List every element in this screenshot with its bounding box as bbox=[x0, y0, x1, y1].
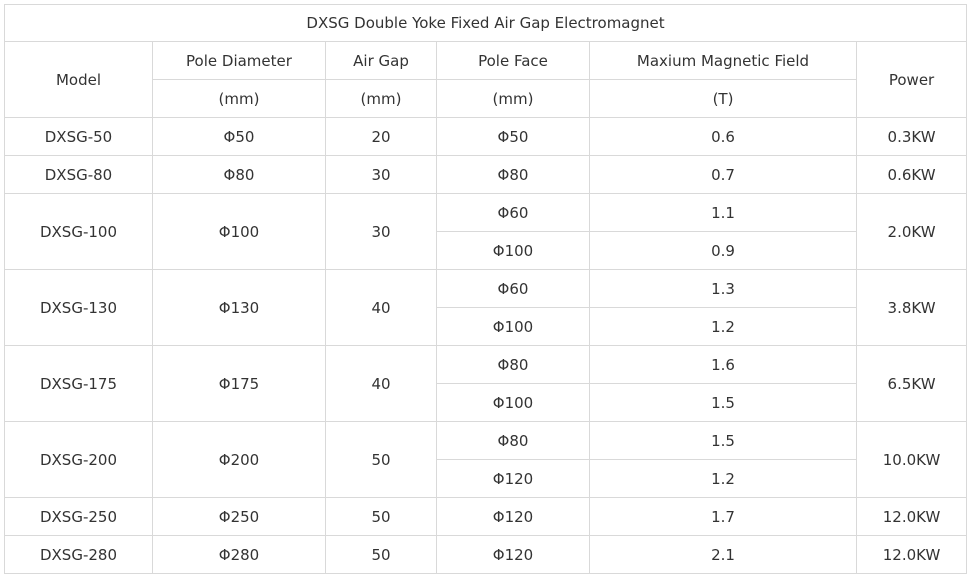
model-cell: DXSG-280 bbox=[4, 535, 153, 574]
pole-diameter-cell: Φ50 bbox=[152, 117, 326, 156]
max-field-cell: 1.5 bbox=[589, 383, 857, 422]
max-field-cell: 0.6 bbox=[589, 117, 857, 156]
model-cell: DXSG-80 bbox=[4, 155, 153, 194]
max-field-cell: 1.1 bbox=[589, 193, 857, 232]
table-row: DXSG-200 Φ200 50 Φ80 1.5 10.0KW bbox=[4, 421, 968, 498]
title-row: DXSG Double Yoke Fixed Air Gap Electroma… bbox=[3, 4, 968, 42]
pole-face-cell: Φ100 bbox=[436, 307, 590, 346]
table-row: DXSG-130 Φ130 40 Φ60 1.3 3.8KW bbox=[4, 269, 968, 346]
model-cell: DXSG-130 bbox=[4, 269, 153, 346]
power-cell: 0.6KW bbox=[855, 155, 968, 194]
max-field-cell: 1.7 bbox=[589, 497, 857, 536]
air-gap-cell: 30 bbox=[325, 193, 437, 270]
air-gap-cell: 50 bbox=[325, 497, 437, 536]
pole-face-cell: Φ120 bbox=[436, 497, 590, 536]
pole-face-cell: Φ120 bbox=[436, 459, 590, 498]
max-field-cell: 2.1 bbox=[589, 535, 857, 574]
power-cell: 12.0KW bbox=[855, 497, 968, 536]
pole-face-cell: Φ100 bbox=[436, 383, 590, 422]
power-cell: 12.0KW bbox=[855, 535, 968, 574]
pole-diameter-cell: Φ280 bbox=[152, 535, 326, 574]
pole-face-cell: Φ100 bbox=[436, 231, 590, 270]
table-row: DXSG-80 Φ80 30 Φ80 0.7 0.6KW bbox=[4, 155, 968, 194]
pole-diameter-cell: Φ200 bbox=[152, 421, 326, 498]
table-row: Φ120 1.2 bbox=[5, 459, 967, 498]
pole-face-cell: Φ80 bbox=[436, 155, 590, 194]
pole-face-cell: Φ60 bbox=[436, 269, 590, 308]
max-field-cell: 1.3 bbox=[589, 269, 857, 308]
header-air-gap: Air Gap bbox=[325, 41, 437, 80]
max-field-cell: 1.2 bbox=[589, 307, 857, 346]
unit-pole-diameter: (mm) bbox=[152, 79, 326, 118]
unit-pole-face: (mm) bbox=[436, 79, 590, 118]
model-cell: DXSG-175 bbox=[4, 345, 153, 422]
table-row: Φ100 1.2 bbox=[5, 307, 967, 346]
header-row: Model Pole Diameter Air Gap Pole Face Ma… bbox=[4, 41, 968, 118]
table-row: Φ100 1.5 bbox=[5, 383, 967, 422]
pole-diameter-cell: Φ100 bbox=[152, 193, 326, 270]
pole-diameter-cell: Φ80 bbox=[152, 155, 326, 194]
table-row: DXSG-100 Φ100 30 Φ60 1.1 2.0KW bbox=[4, 193, 968, 270]
pole-face-cell: Φ60 bbox=[436, 193, 590, 232]
power-cell: 6.5KW bbox=[855, 345, 968, 422]
header-power: Power bbox=[855, 41, 968, 118]
header-pole-diameter: Pole Diameter bbox=[152, 41, 326, 80]
air-gap-cell: 40 bbox=[325, 345, 437, 422]
table-row: DXSG-280 Φ280 50 Φ120 2.1 12.0KW bbox=[4, 535, 968, 574]
pole-face-cell: Φ80 bbox=[436, 421, 590, 460]
max-field-cell: 1.6 bbox=[589, 345, 857, 384]
model-cell: DXSG-200 bbox=[4, 421, 153, 498]
max-field-cell: 1.2 bbox=[589, 459, 857, 498]
header-model: Model bbox=[4, 41, 153, 118]
header-pole-face: Pole Face bbox=[436, 41, 590, 80]
units-row: (mm) (mm) (mm) (T) bbox=[5, 79, 967, 118]
model-cell: DXSG-50 bbox=[4, 117, 153, 156]
air-gap-cell: 30 bbox=[325, 155, 437, 194]
pole-diameter-cell: Φ250 bbox=[152, 497, 326, 536]
pole-face-cell: Φ50 bbox=[436, 117, 590, 156]
table-row: DXSG-250 Φ250 50 Φ120 1.7 12.0KW bbox=[4, 497, 968, 536]
spec-table: DXSG Double Yoke Fixed Air Gap Electroma… bbox=[3, 4, 968, 574]
table-row: Φ100 0.9 bbox=[5, 231, 967, 270]
pole-face-cell: Φ120 bbox=[436, 535, 590, 574]
max-field-cell: 0.7 bbox=[589, 155, 857, 194]
header-max-field: Maxium Magnetic Field bbox=[589, 41, 857, 80]
air-gap-cell: 50 bbox=[325, 421, 437, 498]
table-row: DXSG-175 Φ175 40 Φ80 1.6 6.5KW bbox=[4, 345, 968, 422]
power-cell: 3.8KW bbox=[855, 269, 968, 346]
pole-diameter-cell: Φ175 bbox=[152, 345, 326, 422]
air-gap-cell: 20 bbox=[325, 117, 437, 156]
pole-diameter-cell: Φ130 bbox=[152, 269, 326, 346]
table-row: DXSG-50 Φ50 20 Φ50 0.6 0.3KW bbox=[4, 117, 968, 156]
power-cell: 0.3KW bbox=[855, 117, 968, 156]
table-body: DXSG Double Yoke Fixed Air Gap Electroma… bbox=[3, 4, 968, 574]
power-cell: 10.0KW bbox=[855, 421, 968, 498]
model-cell: DXSG-100 bbox=[4, 193, 153, 270]
pole-face-cell: Φ80 bbox=[436, 345, 590, 384]
model-cell: DXSG-250 bbox=[4, 497, 153, 536]
table-title: DXSG Double Yoke Fixed Air Gap Electroma… bbox=[3, 4, 968, 42]
power-cell: 2.0KW bbox=[855, 193, 968, 270]
air-gap-cell: 50 bbox=[325, 535, 437, 574]
unit-air-gap: (mm) bbox=[325, 79, 437, 118]
unit-max-field: (T) bbox=[589, 79, 857, 118]
air-gap-cell: 40 bbox=[325, 269, 437, 346]
max-field-cell: 0.9 bbox=[589, 231, 857, 270]
max-field-cell: 1.5 bbox=[589, 421, 857, 460]
